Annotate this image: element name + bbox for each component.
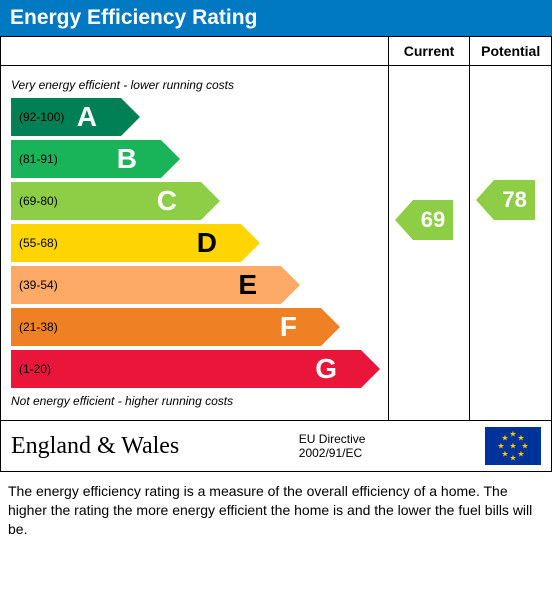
band-arrow-c	[201, 182, 220, 220]
directive-label: EU Directive 2002/91/EC	[299, 432, 366, 461]
potential-rating-value: 78	[494, 180, 534, 220]
band-bar-a: (92-100) A	[11, 98, 121, 136]
band-bar-c: (69-80) C	[11, 182, 201, 220]
band-row-b: (81-91) B	[11, 140, 378, 178]
band-range-a: (92-100)	[11, 110, 64, 124]
band-range-d: (55-68)	[11, 236, 58, 250]
bands-header-empty	[1, 37, 389, 66]
band-letter-a: A	[77, 101, 97, 133]
band-bar-b: (81-91) B	[11, 140, 161, 178]
band-row-f: (21-38) F	[11, 308, 378, 346]
band-range-e: (39-54)	[11, 278, 58, 292]
band-bar-f: (21-38) F	[11, 308, 321, 346]
band-letter-f: F	[280, 311, 297, 343]
chart-title: Energy Efficiency Rating	[10, 6, 257, 29]
band-row-c: (69-80) C	[11, 182, 378, 220]
bands-cell: Very energy efficient - lower running co…	[1, 66, 389, 421]
eu-flag-icon	[485, 427, 541, 465]
band-arrow-a	[121, 98, 140, 136]
description-text: The energy efficiency rating is a measur…	[0, 472, 552, 549]
band-arrow-f	[321, 308, 340, 346]
potential-rating-marker: 78	[476, 180, 534, 220]
body-row: Very energy efficient - lower running co…	[1, 66, 552, 421]
band-row-d: (55-68) D	[11, 224, 378, 262]
band-arrow-e	[281, 266, 300, 304]
current-header: Current	[388, 37, 470, 66]
band-letter-d: D	[197, 227, 217, 259]
band-letter-e: E	[238, 269, 257, 301]
potential-col: 78	[470, 66, 552, 421]
band-bar-e: (39-54) E	[11, 266, 281, 304]
rating-table: Current Potential Very energy efficient …	[0, 36, 552, 472]
epc-chart: Energy Efficiency Rating Current Potenti…	[0, 0, 552, 549]
potential-header: Potential	[470, 37, 552, 66]
footer-row: England & Wales EU Directive 2002/91/EC	[1, 421, 552, 472]
caption-inefficient: Not energy efficient - higher running co…	[11, 394, 378, 408]
band-range-f: (21-38)	[11, 320, 58, 334]
band-letter-g: G	[315, 353, 337, 385]
arrow-left-icon	[395, 200, 413, 240]
current-rating-marker: 69	[395, 200, 453, 240]
band-range-g: (1-20)	[11, 362, 51, 376]
band-bar-d: (55-68) D	[11, 224, 241, 262]
band-range-c: (69-80)	[11, 194, 58, 208]
current-rating-value: 69	[413, 200, 453, 240]
bands-container: (92-100) A (81-91) B (69-80) C (55-68) D (39-54)…	[11, 98, 378, 388]
band-letter-c: C	[157, 185, 177, 217]
band-row-a: (92-100) A	[11, 98, 378, 136]
region-label: England & Wales	[11, 433, 179, 460]
caption-efficient: Very energy efficient - lower running co…	[11, 78, 378, 92]
band-arrow-d	[241, 224, 260, 262]
band-arrow-g	[361, 350, 380, 388]
footer-cell: England & Wales EU Directive 2002/91/EC	[1, 421, 552, 472]
band-bar-g: (1-20) G	[11, 350, 361, 388]
arrow-left-icon	[476, 180, 494, 220]
current-col: 69	[388, 66, 470, 421]
band-arrow-b	[161, 140, 180, 178]
title-bar: Energy Efficiency Rating	[0, 0, 552, 36]
band-range-b: (81-91)	[11, 152, 58, 166]
band-row-g: (1-20) G	[11, 350, 378, 388]
header-row: Current Potential	[1, 37, 552, 66]
band-row-e: (39-54) E	[11, 266, 378, 304]
band-letter-b: B	[117, 143, 137, 175]
